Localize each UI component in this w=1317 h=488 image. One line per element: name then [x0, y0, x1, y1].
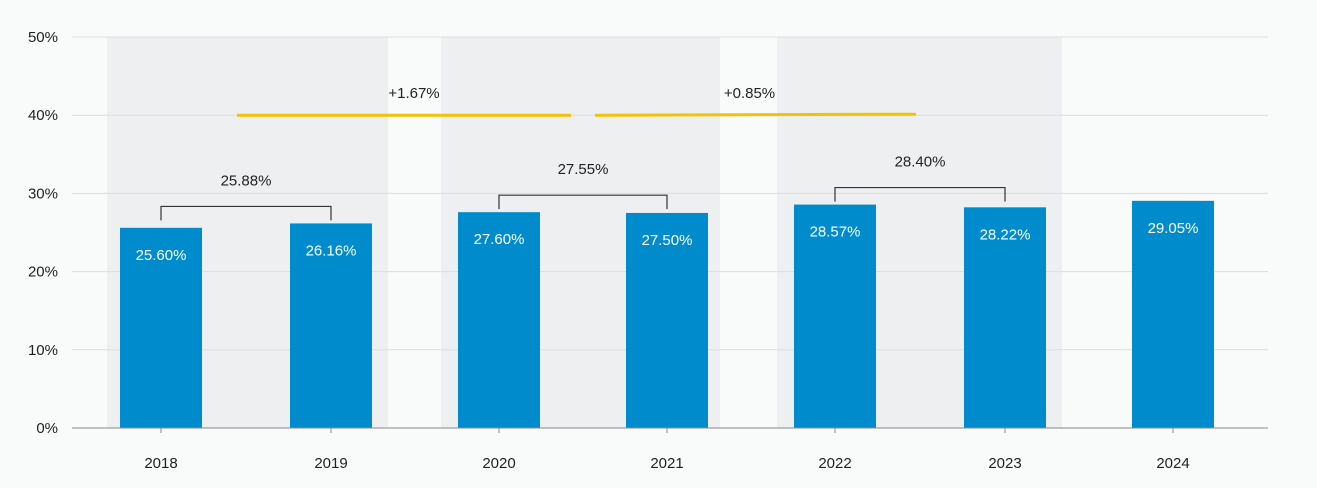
bars: 25.60% 26.16% 27.60% 27.50% 28.57% 28.22% 29.0… — [120, 200, 1214, 428]
pair-average-bracket-2020-2021: 27.55% — [498, 161, 668, 210]
pair-average-label-2020-2021: 27.55% — [558, 161, 609, 178]
change-label-0: +1.67% — [388, 85, 439, 102]
bar-2021 — [626, 212, 708, 428]
bar-2019 — [290, 223, 372, 428]
y-tick-label-20: 20% — [28, 264, 58, 281]
bar-value-label-2019: 26.16% — [306, 242, 357, 259]
bar-2022 — [794, 204, 876, 428]
bracket-line-2018-2019 — [160, 205, 332, 221]
x-tick-label-2020: 2020 — [482, 455, 515, 472]
pair-average-label-2018-2019: 25.88% — [221, 172, 272, 189]
x-tick-label-2021: 2021 — [650, 455, 683, 472]
y-tick-label-50: 50% — [28, 29, 58, 46]
bar-value-label-2018: 25.60% — [136, 247, 187, 264]
x-tick-label-2024: 2024 — [1156, 455, 1189, 472]
pair-average-label-2022-2023: 28.40% — [895, 154, 946, 171]
change-indicator-2020-2021-to-2022-2023: +0.85% — [594, 85, 917, 117]
change-label-1: +0.85% — [724, 85, 775, 102]
y-tick-label-0: 0% — [36, 420, 58, 437]
bar-value-label-2020: 27.60% — [474, 231, 525, 248]
bracket-line-2020-2021 — [498, 194, 668, 210]
bracket-line-2022-2023 — [834, 186, 1006, 202]
bar-value-label-2023: 28.22% — [980, 226, 1031, 243]
bar-2023 — [964, 207, 1046, 428]
pair-average-bracket-2018-2019: 25.88% — [160, 172, 332, 221]
y-tick-label-40: 40% — [28, 107, 58, 124]
x-tick-label-2022: 2022 — [818, 455, 851, 472]
pair-average-bracket-2022-2023: 28.40% — [834, 154, 1006, 202]
bar-2018 — [120, 227, 202, 428]
x-tick-label-2018: 2018 — [144, 455, 177, 472]
bar-value-label-2021: 27.50% — [642, 232, 693, 249]
change-line-1 — [594, 112, 917, 117]
y-tick-label-10: 10% — [28, 342, 58, 359]
annotations: 25.88% 27.55% 28.40% +1.67% +0.85% — [160, 85, 1006, 221]
bar-value-label-2022: 28.57% — [810, 224, 861, 241]
period-shading-layer — [107, 37, 1062, 428]
axes: 0% 10% 20% 30% 40% 50% 2018 2019 2020 2021 2022 202… — [28, 29, 1268, 472]
y-tick-label-30: 30% — [28, 185, 58, 202]
x-tick-label-2023: 2023 — [988, 455, 1021, 472]
bar-2024 — [1132, 200, 1214, 428]
x-tick-label-2019: 2019 — [314, 455, 347, 472]
bar-value-label-2024: 29.05% — [1148, 220, 1199, 237]
bar-2020 — [458, 212, 540, 428]
change-indicator-2018-2019-to-2020-2021: +1.67% — [237, 85, 571, 117]
